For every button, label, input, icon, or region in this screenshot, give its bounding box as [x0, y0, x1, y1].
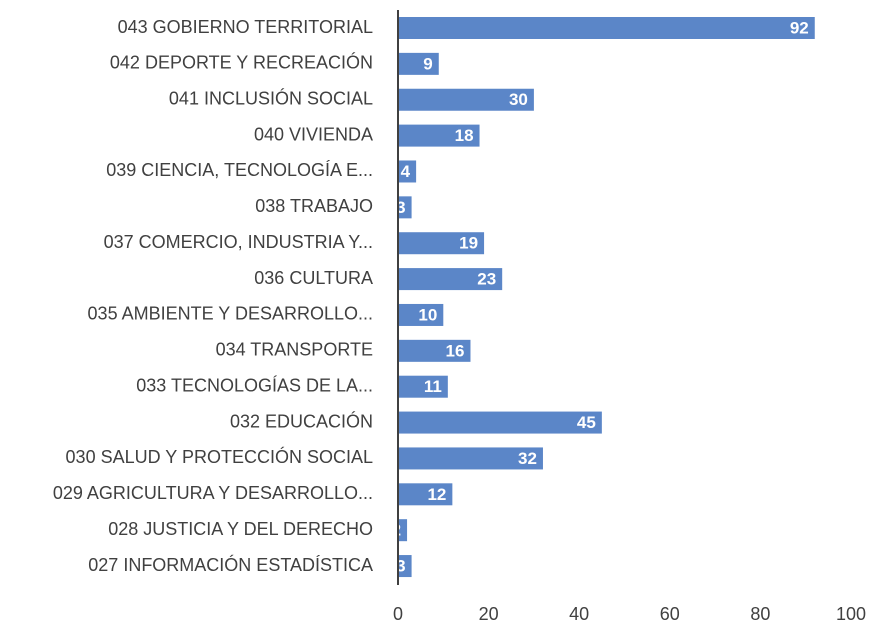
data-label: 19	[459, 234, 478, 253]
y-tick-label: 043 GOBIERNO TERRITORIAL	[118, 17, 373, 37]
data-label: 10	[418, 305, 437, 324]
bar	[398, 375, 448, 398]
x-tick-label: 80	[750, 604, 770, 624]
y-tick-label: 040 VIVIENDA	[254, 124, 373, 144]
data-label: 92	[790, 18, 809, 37]
y-tick-label: 042 DEPORTE Y RECREACIÓN	[110, 52, 373, 73]
y-tick-label: 028 JUSTICIA Y DEL DERECHO	[108, 519, 373, 539]
data-label: 18	[455, 126, 474, 145]
data-label: 4	[401, 162, 411, 181]
data-label: 32	[518, 449, 537, 468]
y-tick-label: 034 TRANSPORTE	[216, 340, 373, 360]
bar	[398, 483, 453, 506]
y-tick-label: 033 TECNOLOGÍAS DE LA...	[136, 375, 373, 395]
bar	[398, 232, 485, 255]
x-tick-label: 100	[836, 604, 866, 624]
bar	[398, 339, 471, 362]
y-tick-label: 027 INFORMACIÓN ESTADÍSTICA	[88, 554, 373, 575]
bar	[398, 88, 534, 111]
data-label: 2	[392, 521, 401, 540]
y-tick-label: 030 SALUD Y PROTECCIÓN SOCIAL	[66, 446, 373, 467]
data-label: 30	[509, 90, 528, 109]
bar	[398, 555, 412, 578]
y-tick-label: 037 COMERCIO, INDUSTRIA Y...	[104, 232, 373, 252]
x-tick-label: 40	[569, 604, 589, 624]
bar	[398, 196, 412, 219]
data-label: 9	[423, 54, 432, 73]
bar	[398, 160, 417, 183]
bar	[398, 52, 439, 75]
y-tick-label: 035 AMBIENTE Y DESARROLLO...	[88, 304, 373, 324]
bar	[398, 124, 480, 147]
data-label: 23	[477, 270, 496, 289]
y-tick-label: 038 TRABAJO	[255, 196, 373, 216]
data-label: 3	[396, 198, 405, 217]
y-tick-label: 032 EDUCACIÓN	[230, 410, 373, 431]
bar	[398, 447, 543, 470]
data-label: 12	[427, 485, 446, 504]
bar	[398, 17, 815, 39]
bar	[398, 411, 602, 434]
x-tick-label: 20	[479, 604, 499, 624]
bar	[398, 303, 444, 326]
data-label: 16	[446, 341, 465, 360]
data-label: 45	[577, 413, 596, 432]
data-label: 11	[424, 377, 442, 396]
data-label: 3	[396, 557, 405, 576]
x-tick-label: 60	[660, 604, 680, 624]
bar	[398, 268, 503, 291]
bar	[398, 519, 408, 542]
y-tick-label: 041 INCLUSIÓN SOCIAL	[169, 87, 373, 108]
x-tick-label: 0	[393, 604, 403, 624]
y-tick-label: 029 AGRICULTURA Y DESARROLLO...	[53, 483, 373, 503]
y-tick-label: 036 CULTURA	[254, 268, 373, 288]
y-tick-label: 039 CIENCIA, TECNOLOGÍA E...	[106, 160, 373, 180]
